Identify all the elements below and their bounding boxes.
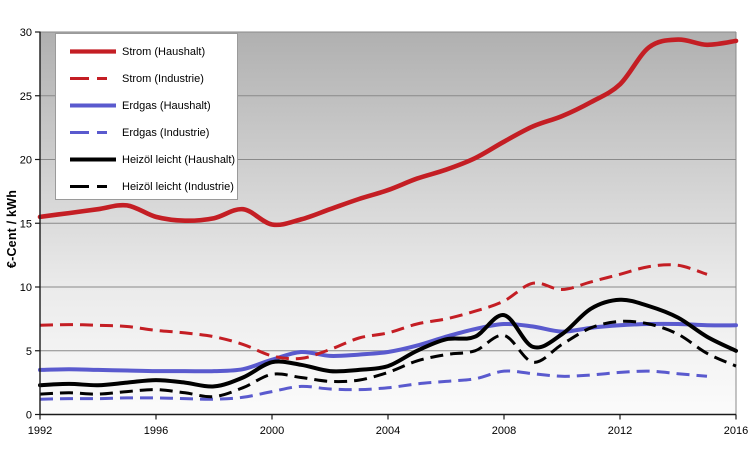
legend-item: Erdgas (Haushalt): [69, 92, 237, 119]
legend: Strom (Haushalt) Strom (Industrie) Erdga…: [55, 33, 238, 200]
y-tick-label: 5: [26, 346, 32, 358]
legend-item: Heizöl leicht (Haushalt): [69, 146, 237, 173]
y-tick-label: 10: [20, 282, 32, 294]
y-tick-label: 20: [20, 155, 32, 167]
legend-label: Strom (Industrie): [122, 72, 204, 85]
legend-label: Heizöl leicht (Industrie): [122, 180, 234, 193]
legend-label: Strom (Haushalt): [122, 45, 206, 58]
x-tick-label: 2000: [260, 425, 284, 437]
legend-label: Heizöl leicht (Haushalt): [122, 153, 236, 166]
x-tick-label: 2004: [376, 425, 400, 437]
legend-item: Heizöl leicht (Industrie): [69, 173, 237, 200]
x-tick-label: 1996: [144, 425, 168, 437]
series-line-strom-haushalt: [37, 37, 739, 228]
legend-marker-line: [70, 157, 116, 162]
x-tick-label: 2016: [724, 425, 748, 437]
legend-label: Erdgas (Haushalt): [122, 99, 211, 112]
series-line-erdgas-haushalt: [38, 321, 738, 374]
legend-marker-line: [70, 49, 116, 54]
legend-item: Strom (Industrie): [69, 65, 237, 92]
legend-marker-line: [70, 77, 116, 80]
series-line-heiz-l-leicht-haushalt: [38, 297, 738, 389]
legend-item: Erdgas (Industrie): [69, 119, 237, 146]
y-tick-label: 30: [20, 27, 32, 39]
x-tick-label: 2008: [492, 425, 516, 437]
legend-marker-line: [70, 131, 116, 134]
y-tick-label: 15: [20, 218, 32, 230]
legend-item: Strom (Haushalt): [69, 38, 237, 65]
legend-marker-line: [70, 185, 116, 188]
legend-label: Erdgas (Industrie): [122, 126, 210, 139]
series-line-strom-industrie: [39, 263, 708, 361]
legend-marker-line: [70, 103, 116, 108]
y-axis-title: €-Cent / kWh: [5, 189, 19, 269]
x-tick-label: 2012: [608, 425, 632, 437]
x-tick-label: 1992: [28, 425, 52, 437]
y-tick-label: 25: [20, 91, 32, 103]
y-tick-label: 0: [26, 410, 32, 422]
